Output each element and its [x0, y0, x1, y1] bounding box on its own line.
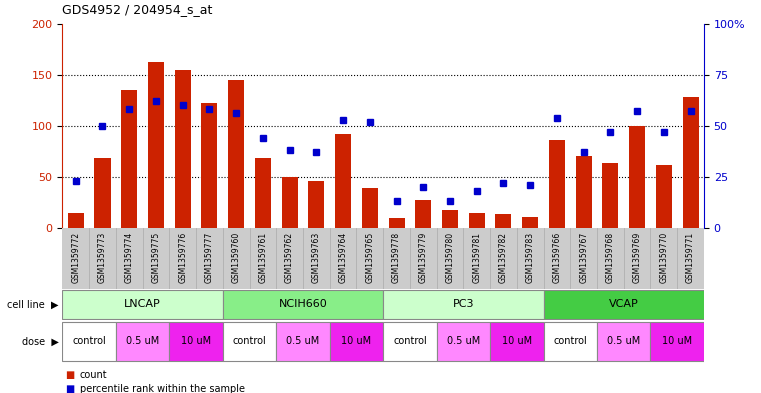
Text: PC3: PC3: [453, 299, 474, 309]
Text: GSM1359762: GSM1359762: [285, 231, 294, 283]
Text: GSM1359773: GSM1359773: [98, 231, 107, 283]
Bar: [282, 177, 298, 228]
Bar: [121, 90, 137, 228]
Text: control: control: [553, 336, 587, 346]
Text: GSM1359761: GSM1359761: [259, 231, 267, 283]
Text: GSM1359774: GSM1359774: [125, 231, 134, 283]
Bar: [416, 200, 431, 228]
Text: percentile rank within the sample: percentile rank within the sample: [80, 384, 245, 393]
Bar: [442, 209, 458, 228]
Bar: [361, 188, 377, 228]
Text: GSM1359770: GSM1359770: [659, 231, 668, 283]
Bar: [575, 156, 591, 228]
Bar: [202, 103, 218, 228]
Text: GSM1359777: GSM1359777: [205, 231, 214, 283]
Bar: [148, 62, 164, 228]
Text: 10 uM: 10 uM: [662, 336, 693, 346]
Bar: [384, 322, 437, 362]
Text: 10 uM: 10 uM: [181, 336, 211, 346]
Text: GSM1359767: GSM1359767: [579, 231, 588, 283]
Text: GSM1359780: GSM1359780: [445, 231, 454, 283]
Text: GSM1359778: GSM1359778: [392, 231, 401, 283]
Text: 0.5 uM: 0.5 uM: [607, 336, 640, 346]
Text: GSM1359769: GSM1359769: [632, 231, 642, 283]
Bar: [384, 290, 543, 319]
Text: GSM1359771: GSM1359771: [686, 231, 695, 283]
Bar: [522, 217, 538, 228]
Text: 0.5 uM: 0.5 uM: [126, 336, 159, 346]
Bar: [543, 322, 597, 362]
Text: GSM1359781: GSM1359781: [473, 232, 481, 283]
Bar: [223, 322, 276, 362]
Text: control: control: [72, 336, 106, 346]
Bar: [490, 322, 543, 362]
Text: 10 uM: 10 uM: [342, 336, 371, 346]
Bar: [495, 214, 511, 228]
Bar: [228, 80, 244, 228]
Bar: [116, 322, 170, 362]
Text: GSM1359782: GSM1359782: [499, 232, 508, 283]
Text: control: control: [393, 336, 427, 346]
Text: VCAP: VCAP: [609, 299, 638, 309]
Text: GSM1359783: GSM1359783: [526, 231, 535, 283]
Bar: [175, 70, 191, 228]
Text: ■: ■: [65, 384, 74, 393]
Bar: [597, 322, 651, 362]
Bar: [94, 158, 110, 228]
Bar: [683, 97, 699, 228]
Bar: [330, 322, 384, 362]
Bar: [255, 158, 271, 228]
Text: GSM1359760: GSM1359760: [231, 231, 240, 283]
Bar: [543, 290, 704, 319]
Text: GSM1359765: GSM1359765: [365, 231, 374, 283]
Text: dose  ▶: dose ▶: [22, 337, 59, 347]
Text: GSM1359764: GSM1359764: [339, 231, 348, 283]
Bar: [62, 290, 223, 319]
Bar: [603, 163, 619, 228]
Text: ■: ■: [65, 370, 74, 380]
Bar: [629, 126, 645, 228]
Text: GSM1359775: GSM1359775: [151, 231, 161, 283]
Text: GSM1359763: GSM1359763: [312, 231, 321, 283]
Bar: [62, 322, 116, 362]
Bar: [276, 322, 330, 362]
Bar: [223, 290, 384, 319]
Text: 0.5 uM: 0.5 uM: [447, 336, 480, 346]
Bar: [68, 213, 84, 228]
Bar: [308, 181, 324, 228]
Text: count: count: [80, 370, 107, 380]
Bar: [656, 165, 672, 228]
Text: GDS4952 / 204954_s_at: GDS4952 / 204954_s_at: [62, 3, 213, 16]
Text: control: control: [233, 336, 266, 346]
Text: GSM1359776: GSM1359776: [178, 231, 187, 283]
Text: GSM1359779: GSM1359779: [419, 231, 428, 283]
Text: GSM1359766: GSM1359766: [552, 231, 562, 283]
Bar: [170, 322, 223, 362]
Text: GSM1359772: GSM1359772: [72, 231, 80, 283]
Bar: [335, 134, 351, 228]
Text: 0.5 uM: 0.5 uM: [286, 336, 320, 346]
Text: NCIH660: NCIH660: [279, 299, 327, 309]
Bar: [549, 140, 565, 228]
Bar: [437, 322, 490, 362]
Text: GSM1359768: GSM1359768: [606, 231, 615, 283]
Text: 10 uM: 10 uM: [501, 336, 532, 346]
Text: LNCAP: LNCAP: [124, 299, 161, 309]
Bar: [389, 218, 405, 228]
Bar: [469, 213, 485, 228]
Bar: [651, 322, 704, 362]
Text: cell line  ▶: cell line ▶: [7, 299, 59, 310]
